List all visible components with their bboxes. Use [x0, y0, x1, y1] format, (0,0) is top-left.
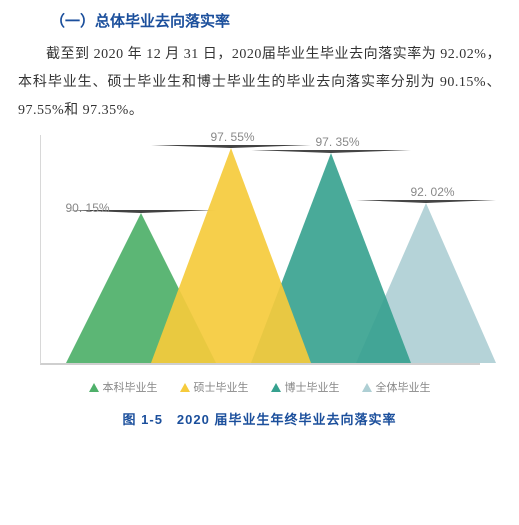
chart-legend: 本科毕业生 硕士毕业生 博士毕业生 全体毕业生: [18, 379, 501, 395]
legend-item-phd: 博士毕业生: [271, 379, 340, 395]
legend-label-undergrad: 本科毕业生: [103, 379, 158, 395]
value-label-undergrad: 90. 15%: [66, 201, 110, 215]
body-paragraph: 截至到 2020 年 12 月 31 日，2020届毕业生毕业去向落实率为 92…: [18, 41, 501, 125]
legend-marker-phd: [271, 383, 281, 392]
value-label-phd: 97. 35%: [316, 135, 360, 149]
value-label-master: 97. 55%: [211, 130, 255, 144]
legend-label-master: 硕士毕业生: [194, 379, 249, 395]
legend-marker-all: [362, 383, 372, 392]
chart-plot-area: 90. 15%97. 55%97. 35%92. 02%: [40, 135, 480, 365]
legend-item-master: 硕士毕业生: [180, 379, 249, 395]
chart-caption: 图 1-5 2020 届毕业生年终毕业去向落实率: [18, 409, 501, 428]
legend-item-undergrad: 本科毕业生: [89, 379, 158, 395]
value-label-all: 92. 02%: [411, 185, 455, 199]
section-heading: （一）总体毕业去向落实率: [18, 10, 501, 31]
legend-item-all: 全体毕业生: [362, 379, 431, 395]
legend-label-all: 全体毕业生: [376, 379, 431, 395]
chart-container: 90. 15%97. 55%97. 35%92. 02% 本科毕业生硕士毕业生博…: [18, 135, 501, 428]
legend-label-phd: 博士毕业生: [285, 379, 340, 395]
legend-marker-undergrad: [89, 383, 99, 392]
legend-marker-master: [180, 383, 190, 392]
triangle-master: [151, 145, 311, 363]
